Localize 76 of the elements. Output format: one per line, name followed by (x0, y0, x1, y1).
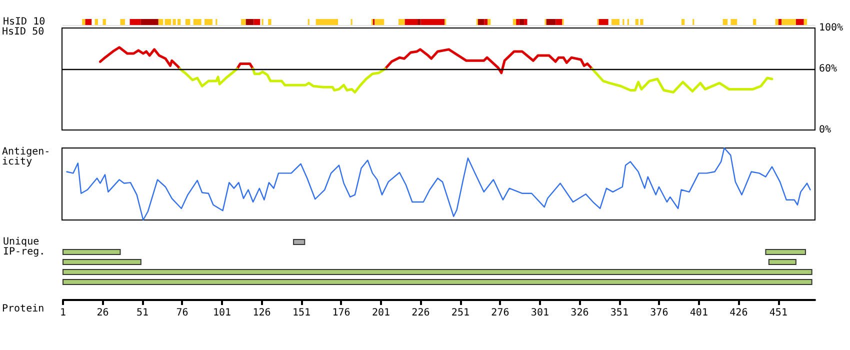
bar (681, 19, 685, 25)
x-tick-label: 401 (690, 308, 708, 318)
bar (722, 19, 728, 25)
bar (130, 19, 141, 25)
bar (120, 19, 126, 25)
bar (556, 19, 562, 25)
y-tick-label: 100% (819, 22, 844, 34)
bar (140, 19, 158, 25)
x-tick-label: 26 (96, 308, 109, 318)
x-tick-label: 51 (136, 308, 149, 318)
x-tick-label: 351 (610, 308, 628, 318)
x-tick-label: 201 (372, 308, 390, 318)
x-tick-label: 76 (176, 308, 188, 318)
bar (730, 19, 738, 25)
bar (62, 249, 121, 255)
bar (316, 19, 338, 25)
x-tick-label: 126 (252, 308, 271, 318)
x-tick-label: 426 (730, 308, 748, 318)
bar (775, 19, 778, 25)
bar (546, 19, 556, 25)
y-tick-label: IP-reg. (3, 246, 46, 258)
x-tick-label: 451 (769, 308, 788, 318)
bar (512, 19, 516, 25)
y-tick-label: 0% (819, 124, 832, 136)
x-tick-label: 301 (530, 308, 549, 318)
bar (193, 19, 202, 25)
x-tick-label: 101 (212, 308, 232, 318)
bar (796, 19, 804, 25)
bar (185, 19, 190, 25)
bar (418, 19, 421, 25)
x-tick-label: 176 (332, 308, 350, 318)
bar (62, 259, 142, 265)
bar (804, 19, 808, 25)
x-tick-label: 151 (292, 308, 311, 318)
bar (85, 19, 92, 25)
bar (62, 269, 812, 275)
x-tick-label: 1 (60, 308, 66, 318)
bar (102, 19, 106, 25)
bar (612, 19, 620, 25)
bar (94, 19, 98, 25)
y-axis-title: HsID 50 (2, 26, 44, 38)
x-axis-title: Protein (2, 304, 44, 314)
bar (478, 19, 484, 25)
x-tick-label: 326 (570, 308, 589, 318)
bar (524, 19, 528, 25)
bar (293, 239, 306, 245)
bar (752, 19, 756, 25)
bar (158, 19, 164, 25)
bar (487, 19, 491, 25)
bar (782, 19, 796, 25)
y-axis-title: Antigen- icity (2, 146, 50, 168)
bar (519, 19, 524, 25)
bar (516, 19, 520, 25)
y-tick-label: HsID 10 (3, 16, 46, 28)
bar (484, 19, 488, 25)
bar (778, 19, 782, 25)
y-tick-label: Unique (3, 236, 40, 248)
bar (404, 19, 418, 25)
bar (82, 19, 86, 25)
bar (374, 19, 384, 25)
bar (765, 249, 806, 255)
bar (598, 19, 608, 25)
bar (204, 19, 212, 25)
bar (268, 19, 272, 25)
y-tick-label: 60% (819, 63, 838, 74)
x-tick-label: 376 (650, 308, 668, 318)
bar (246, 19, 254, 25)
x-tick-label: 251 (451, 308, 470, 318)
bar (62, 279, 812, 285)
bar (241, 19, 246, 25)
bar (768, 259, 796, 265)
x-tick-label: 276 (491, 308, 510, 318)
bar (398, 19, 405, 25)
bar (420, 19, 445, 25)
bar (254, 19, 260, 25)
x-tick-label: 226 (412, 308, 430, 318)
